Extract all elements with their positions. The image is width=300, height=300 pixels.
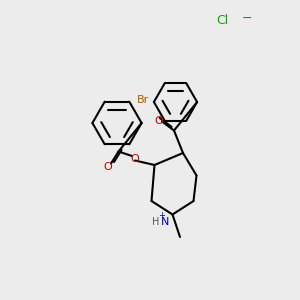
Text: Br: Br: [137, 95, 149, 105]
Text: O: O: [130, 154, 140, 164]
Text: Cl: Cl: [216, 14, 228, 28]
Text: N: N: [161, 217, 169, 227]
Text: H: H: [152, 217, 160, 227]
Text: +: +: [158, 212, 164, 220]
Text: −: −: [242, 11, 252, 25]
Text: O: O: [154, 116, 163, 127]
Text: O: O: [103, 161, 112, 172]
